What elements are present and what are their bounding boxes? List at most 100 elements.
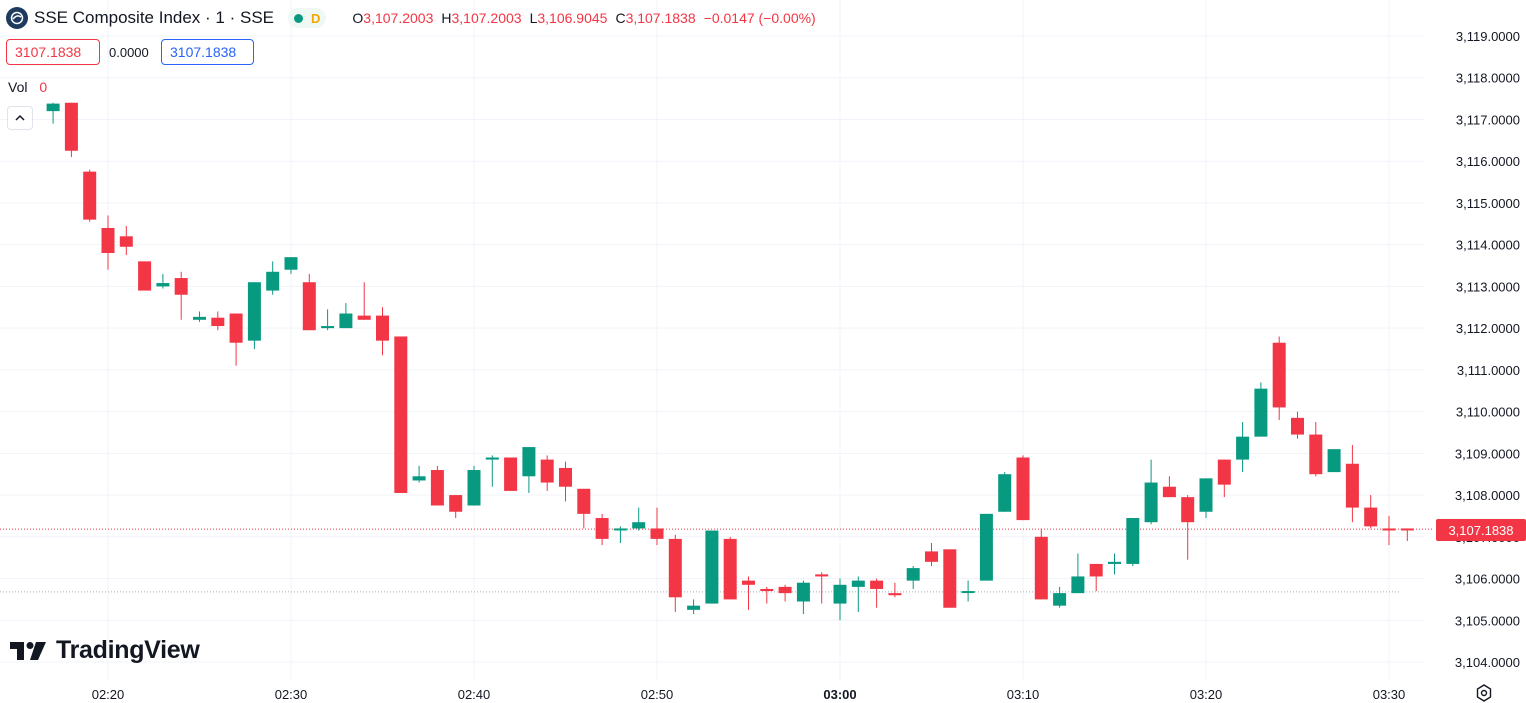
candle-up — [284, 257, 298, 274]
candle-body — [760, 588, 774, 592]
candle-body — [321, 326, 335, 329]
candle-body — [1309, 434, 1323, 475]
price-tick-label: 3,111.0000 — [1457, 363, 1520, 378]
candle-up — [796, 580, 810, 615]
market-status-badge[interactable]: D — [288, 8, 327, 28]
candle-body — [211, 317, 225, 327]
candle-body — [138, 261, 152, 291]
price-tick-label: 3,105.0000 — [1455, 613, 1520, 628]
low-label: L — [529, 10, 538, 26]
price-tick-label: 3,112.0000 — [1456, 321, 1520, 336]
candle-body — [632, 522, 646, 529]
candle-down — [101, 215, 115, 270]
candle-body — [577, 488, 591, 514]
tradingview-logo-text: TradingView — [56, 636, 200, 664]
candle-down — [430, 465, 444, 506]
candle-down — [138, 261, 152, 291]
candle-down — [760, 586, 774, 604]
candle-body — [668, 538, 682, 598]
time-tick-label: 03:10 — [1007, 687, 1040, 702]
candle-down — [778, 584, 792, 602]
candle-up — [321, 309, 335, 331]
candles — [46, 102, 1414, 621]
time-tick-label: 03:20 — [1190, 687, 1223, 702]
candle-down — [504, 457, 518, 491]
candle-body — [266, 271, 280, 291]
spread-value: 0.0000 — [109, 44, 149, 60]
candle-up — [485, 455, 499, 487]
candle-body — [83, 171, 97, 220]
candle-body — [522, 447, 536, 477]
candle-body — [302, 282, 316, 331]
candle-body — [504, 457, 518, 491]
candle-body — [119, 236, 133, 247]
market-open-dot-icon — [294, 13, 303, 23]
candle-up — [1254, 382, 1268, 437]
open-value: 3,107.2003 — [363, 10, 434, 26]
symbol-title[interactable]: SSE Composite Index · 1 · SSE — [34, 8, 274, 27]
buy-price-button[interactable]: 3107.1838 — [161, 39, 254, 65]
candle-body — [906, 568, 920, 581]
change-value: −0.0147 (−0.00%) — [703, 10, 816, 26]
candle-up — [998, 472, 1012, 512]
candle-up — [1108, 553, 1121, 575]
high-label: H — [441, 10, 452, 26]
candle-body — [1071, 576, 1085, 594]
candle-up — [46, 102, 60, 124]
candle-up — [705, 530, 719, 604]
high-value: 3,107.2003 — [451, 10, 522, 26]
price-tick-label: 3,115.0000 — [1456, 196, 1520, 211]
candle-up — [1199, 478, 1213, 519]
sell-price-button[interactable]: 3107.1838 — [6, 39, 100, 65]
candle-down — [1162, 476, 1176, 498]
time-axis[interactable]: 02:20 02:30 02:40 02:50 03:00 03:10 03:20 03:30 — [92, 687, 1406, 702]
price-axis[interactable]: 3,104.00003,105.00003,106.00003,107.0000… — [1455, 29, 1520, 670]
candle-down — [357, 282, 371, 320]
candle-down — [1345, 444, 1359, 523]
candle-body — [467, 470, 481, 506]
price-tick-label: 3,108.0000 — [1455, 488, 1520, 503]
candle-body — [1089, 563, 1103, 577]
candle-down — [559, 461, 572, 502]
candle-body — [705, 530, 719, 604]
candle-body — [650, 528, 664, 539]
candle-body — [833, 584, 847, 604]
candle-down — [870, 578, 884, 608]
price-tick-label: 3,106.0000 — [1455, 572, 1520, 587]
candle-up — [1053, 586, 1067, 608]
candle-body — [1327, 449, 1341, 473]
reference-line — [0, 528, 1432, 593]
candle-body — [1291, 417, 1304, 435]
candle-up — [1071, 553, 1085, 594]
candle-down — [1217, 459, 1231, 498]
candle-down — [394, 336, 408, 493]
candle-body — [1034, 536, 1048, 600]
candle-up — [906, 566, 920, 589]
candle-body — [193, 316, 206, 320]
candle-down — [174, 271, 188, 320]
candle-body — [1162, 486, 1176, 498]
candle-down — [815, 572, 829, 604]
candle-body — [943, 549, 957, 608]
time-tick-label: 02:30 — [275, 687, 308, 702]
price-tick-label: 3,114.0000 — [1456, 238, 1520, 253]
time-tick-label: 02:20 — [92, 687, 125, 702]
candle-down — [742, 576, 755, 610]
candle-body — [888, 593, 902, 596]
tradingview-logo[interactable]: TradingView — [10, 636, 200, 665]
close-value: 3,107.1838 — [625, 10, 696, 26]
chart-settings-icon[interactable] — [1474, 683, 1494, 703]
sse-logo-icon — [6, 7, 28, 29]
time-tick-label: 02:50 — [641, 687, 674, 702]
volume-value: 0 — [39, 79, 48, 95]
collapse-legend-button[interactable] — [7, 106, 33, 130]
chevron-up-icon — [15, 114, 25, 121]
candle-body — [101, 227, 115, 254]
candle-down — [302, 273, 316, 331]
candle-up — [632, 507, 646, 531]
price-tick-label: 3,118.0000 — [1456, 71, 1520, 86]
low-value: 3,106.9045 — [537, 10, 608, 26]
candle-body — [229, 313, 243, 343]
candle-body — [64, 102, 78, 151]
